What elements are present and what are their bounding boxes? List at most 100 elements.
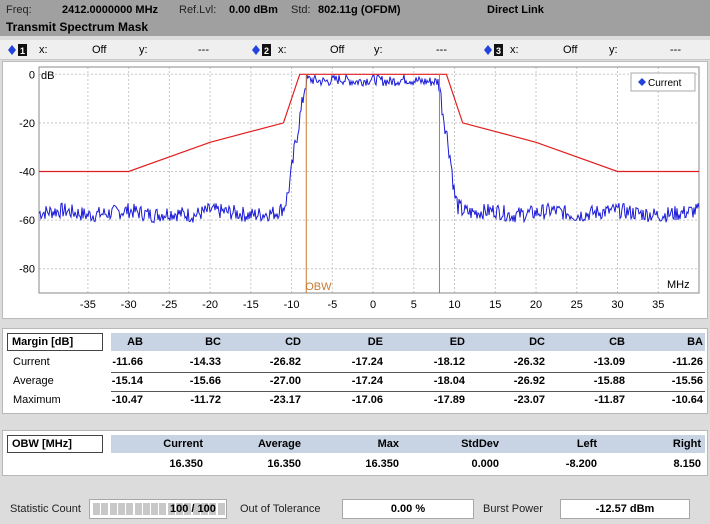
freq-value: 2412.0000000 MHz [62,4,158,16]
marker-1-icon[interactable]: 1 [8,43,30,57]
status-bar: Statistic Count 100 / 100 Out of Toleran… [0,494,710,524]
progress-segment [93,503,100,515]
margin-col-header: BA [687,336,703,348]
x-tick-label: 15 [489,299,501,311]
margin-cell: -15.66 [190,375,221,387]
x-tick-label: 20 [530,299,542,311]
margin-cell: -17.89 [434,394,465,406]
x-tick-label: -10 [284,299,300,311]
marker-2-x-label: x: [278,44,287,56]
progress-segment [218,503,225,515]
progress-segment [159,503,166,515]
x-axis-label: MHz [667,279,690,291]
marker-1-x-label: x: [39,44,48,56]
x-tick-label: 10 [448,299,460,311]
margin-col-header: BC [205,336,221,348]
margin-col-header: ED [450,336,465,348]
margin-col-header: AB [127,336,143,348]
page-title: Transmit Spectrum Mask [6,20,148,34]
obw-table-title: OBW [MHz] [7,435,103,453]
x-tick-label: 5 [411,299,417,311]
margin-col-header: CD [285,336,301,348]
margin-cell: -11.66 [112,356,143,368]
margin-cell: -18.12 [434,356,465,368]
x-tick-label: -20 [202,299,218,311]
margin-col-header: CB [609,336,625,348]
marker-2-y-value: --- [436,44,447,56]
freq-label: Freq: [6,4,32,16]
x-tick-label: 0 [370,299,376,311]
margin-cell: -18.04 [434,375,465,387]
header-bar: Freq: 2412.0000000 MHz Ref.Lvl: 0.00 dBm… [0,0,710,36]
progress-segment [143,503,150,515]
obw-col-header: StdDev [461,438,499,450]
stat-count-label: Statistic Count [10,503,81,515]
x-tick-label: 35 [652,299,664,311]
obw-col-header: Left [577,438,597,450]
obw-col-header: Current [163,438,203,450]
marker-3-x-value: Off [563,44,577,56]
obw-cell: 0.000 [471,458,499,470]
plot-frame [39,67,699,293]
x-tick-label: -35 [80,299,96,311]
margin-cell: -17.24 [352,356,383,368]
progress-segment [118,503,125,515]
chart-grid [39,67,699,293]
margin-cell: -17.24 [352,375,383,387]
std-label: Std: [291,4,311,16]
obw-cell: -8.200 [566,458,597,470]
y-tick-label: -40 [19,166,35,178]
spectrum-chart[interactable]: 0 -20 -40 -60 -80 -35 -30 -25 -20 -15 -10 -5 0 5 10 15… [2,61,708,319]
margin-row-label: Current [13,356,50,368]
margin-cell: -13.09 [594,356,625,368]
margin-cell: -27.00 [270,375,301,387]
stat-count-value: 100 / 100 [170,503,216,515]
progress-segment [135,503,142,515]
out-of-tolerance-value: 0.00 % [342,499,474,519]
margin-cell: -10.64 [672,394,703,406]
x-axis-ticks: -35 -30 -25 -20 -15 -10 -5 0 5 10 15 20 25 30 35 [80,299,664,311]
margin-cell: -15.88 [594,375,625,387]
margin-row-label: Average [13,375,54,387]
y-tick-label: 0 [29,69,35,81]
marker-bar: 1 x: Off y: --- 2 x: Off y: --- 3 x: Off… [0,40,710,60]
marker-3-x-label: x: [510,44,519,56]
x-tick-label: -30 [121,299,137,311]
marker-2-y-label: y: [374,44,383,56]
margin-cell: -15.14 [112,375,143,387]
obw-label: OBW [305,281,332,293]
burst-power-value: -12.57 dBm [560,499,690,519]
marker-3-icon[interactable]: 3 [484,43,506,57]
margin-cell: -14.33 [190,356,221,368]
margin-cell: -23.17 [270,394,301,406]
marker-1-y-label: y: [139,44,148,56]
margin-cell: -11.87 [594,394,625,406]
obw-cell: 16.350 [267,458,301,470]
obw-cell: 16.350 [365,458,399,470]
obw-col-header: Average [258,438,301,450]
out-of-tolerance-label: Out of Tolerance [240,503,321,515]
reflvl-value: 0.00 dBm [229,4,278,16]
y-axis-label: dB [41,70,54,82]
y-tick-label: -60 [19,215,35,227]
margin-cell: -26.82 [270,356,301,368]
row-separator [111,372,705,373]
margin-cell: -11.72 [190,394,221,406]
obw-cell: 16.350 [169,458,203,470]
margin-col-header: DC [529,336,545,348]
x-tick-label: 25 [571,299,583,311]
marker-2-x-value: Off [330,44,344,56]
marker-3-y-label: y: [609,44,618,56]
y-axis-ticks: 0 -20 -40 -60 -80 [19,69,35,275]
margin-cell: -11.26 [672,356,703,368]
progress-segment [151,503,158,515]
y-tick-label: -20 [19,118,35,130]
marker-2-icon[interactable]: 2 [252,43,274,57]
margin-cell: -26.92 [514,375,545,387]
y-tick-label: -80 [19,264,35,276]
std-value: 802.11g (OFDM) [318,4,401,16]
margin-cell: -10.47 [112,394,143,406]
obw-cell: 8.150 [673,458,701,470]
progress-segment [110,503,117,515]
legend-label: Current [648,78,682,89]
